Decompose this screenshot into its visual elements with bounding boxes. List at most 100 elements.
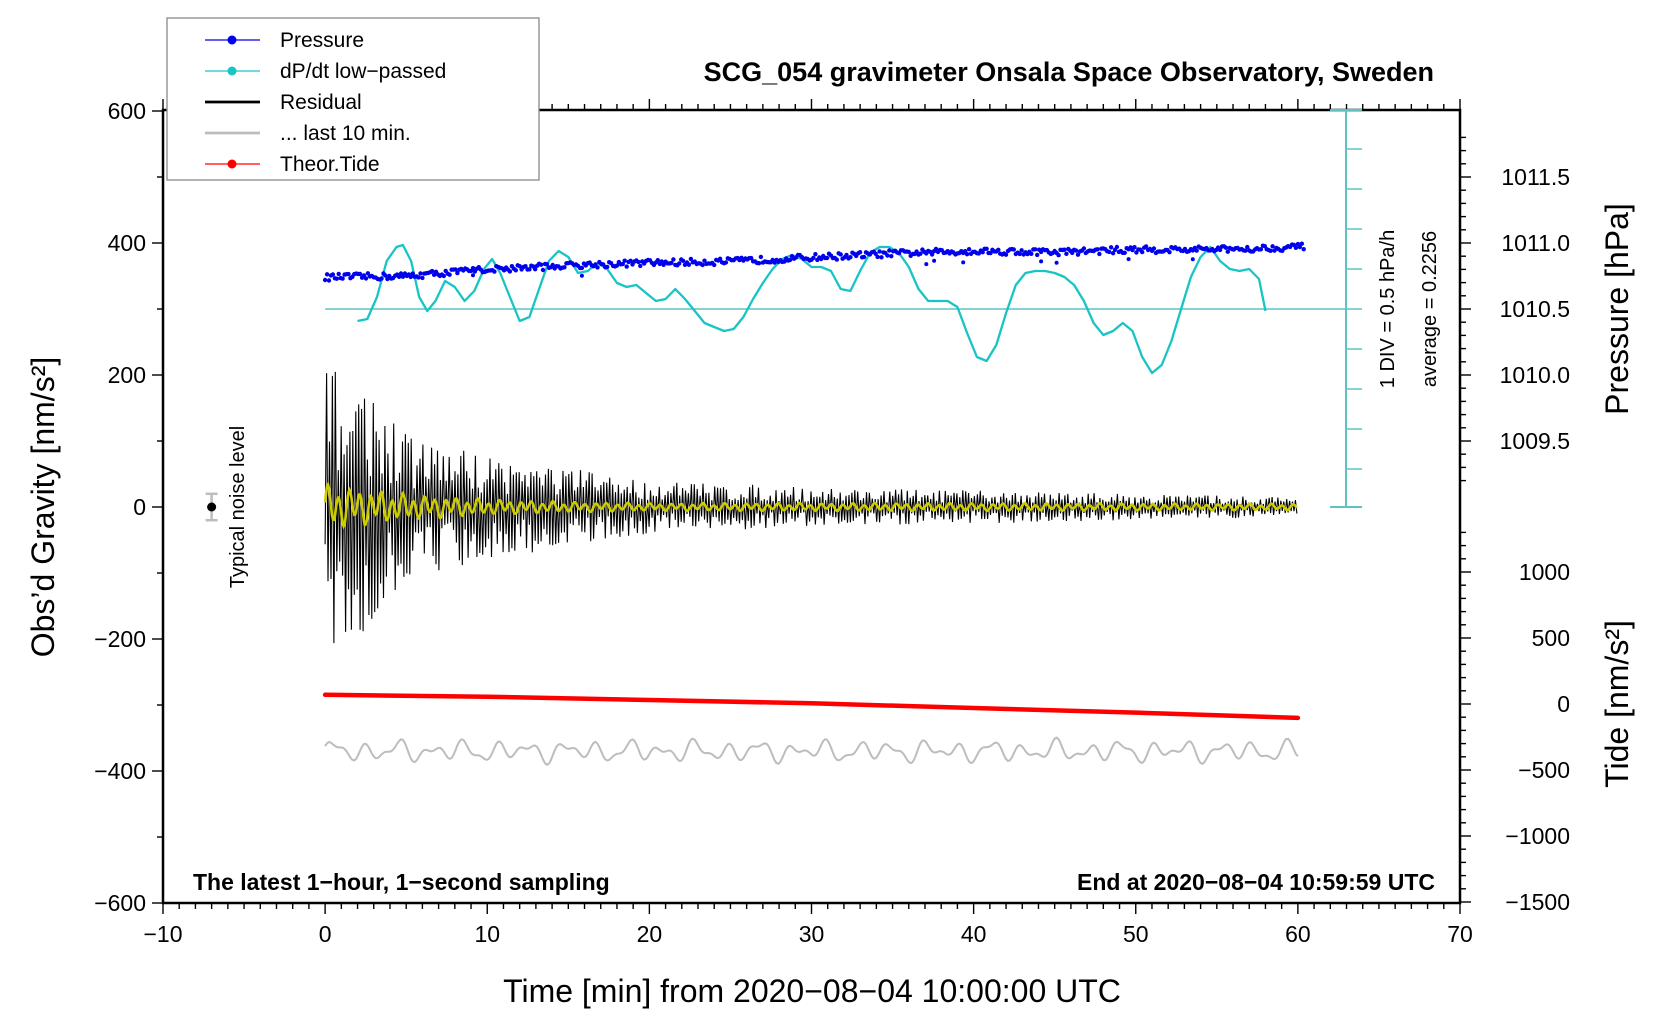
series-last-10-min [324,736,1299,766]
y-left-tick-labels: −600 −400 −200 0 200 400 600 [94,98,146,916]
pressure-point [723,260,729,265]
pressure-point [418,271,423,276]
pressure-point [396,274,402,279]
pressure-point [540,267,546,273]
pressure-point [906,249,911,255]
pressure-point [1217,247,1223,253]
pressure-point [756,261,762,266]
pressure-point [1225,249,1231,254]
pressure-point [441,273,446,279]
pressure-point [470,266,476,271]
pressure-point [408,274,413,280]
y-left-tick-label: −400 [94,758,146,784]
pressure-point [1245,244,1250,250]
legend-item: ... last 10 min. [205,122,411,145]
pressure-point [429,268,435,274]
pressure-point [492,269,497,274]
pressure-point [340,276,345,281]
pressure-point [605,264,610,270]
pressure-point [813,252,818,257]
legend-item: Pressure [205,29,364,52]
x-tick-label: 70 [1447,921,1473,947]
y-left-tick-label: 200 [108,362,146,388]
pressure-outlier [1126,257,1131,262]
pressure-point [638,263,643,269]
series-residual [324,371,1298,644]
y-axis-title-left: Obs’d Gravity [nm/s²] [25,357,61,658]
pressure-tick-label: 1011.5 [1501,164,1570,190]
pressure-point [877,249,882,254]
legend-label: dP/dt low−passed [280,60,446,83]
pressure-point [1062,247,1067,252]
pressure-point [523,264,528,269]
pressure-point [686,262,692,267]
legend-swatch-dot [227,66,237,76]
legend-swatch-dot [227,35,237,45]
pressure-point [1110,251,1116,256]
x-tick-label: −10 [143,921,182,947]
pressure-point [1095,247,1100,252]
x-axis-title: Time [min] from 2020−08−04 10:00:00 UTC [503,973,1121,1009]
pressure-point [326,278,332,283]
x-tick-label: 10 [474,921,500,947]
pressure-point [420,275,425,281]
pressure-point [1140,249,1145,255]
pressure-tick-label: 1011.0 [1501,230,1570,256]
pressure-point [1132,245,1137,250]
pressure-point [996,247,1001,252]
pressure-point [336,271,341,277]
pressure-point [538,262,544,267]
pressure-point [655,258,660,263]
pressure-point [758,254,764,260]
y-left-tick-label: 0 [133,494,146,520]
pressure-outlier [1190,257,1195,262]
pressure-point [1194,248,1199,253]
pressure-point [447,272,452,277]
y-axis-title-tide: Tide [nm/s²] [1599,620,1635,788]
pressure-point [885,253,890,258]
pressure-point [334,276,339,281]
annotation-noise-level: Typical noise level [227,426,249,588]
pressure-point [533,267,538,272]
pressure-point [857,250,863,255]
pressure-point [513,268,518,273]
pressure-point [1073,248,1079,253]
pressure-point [1108,245,1114,250]
pressure-point [1075,252,1081,257]
pressure-point [875,254,880,260]
pressure-point [1011,247,1016,252]
x-tick-label: 60 [1285,921,1311,947]
pressure-outlier [924,262,929,267]
pressure-point [562,265,567,270]
pressure-point [455,270,460,276]
pressure-point [1268,248,1273,253]
pressure-point [614,263,620,268]
pressure-point [966,247,972,252]
pressure-point [1258,247,1264,252]
chart-title: SCG_054 gravimeter Onsala Space Observat… [704,57,1434,87]
pressure-point [1056,253,1061,258]
pressure-point [879,255,884,260]
pressure-point [1107,249,1112,255]
x-tick-label: 50 [1123,921,1149,947]
pressure-point [844,252,849,258]
pressure-point [622,258,627,263]
series-tide [322,692,1301,721]
annotation-sampling: The latest 1−hour, 1−second sampling [193,869,610,895]
legend-item: Theor.Tide [205,153,380,176]
pressure-point [1243,248,1248,253]
pressure-point [527,267,532,272]
pressure-point [889,254,894,259]
legend-item: dP/dt low−passed [205,60,446,83]
pressure-outlier [932,258,937,263]
pressure-outlier [1039,259,1044,264]
pressure-point [677,261,682,266]
pressure-point [964,252,970,257]
pressure-point [887,248,892,253]
traces [322,241,1362,766]
pressure-point [680,258,686,263]
pressure-point [624,264,629,269]
pressure-point [628,258,633,263]
pressure-point [834,257,839,262]
